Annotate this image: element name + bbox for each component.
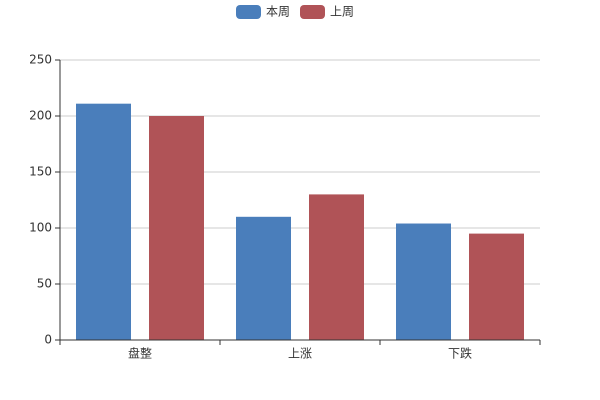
x-tick-label: 下跌 <box>448 346 472 361</box>
legend-label: 上周 <box>330 5 354 19</box>
bar <box>396 223 451 340</box>
bar <box>149 116 204 340</box>
legend-label: 本周 <box>266 5 290 19</box>
x-tick-label: 盘整 <box>128 346 152 361</box>
bar <box>76 103 131 341</box>
legend-swatch <box>236 5 261 19</box>
y-tick-label: 250 <box>29 53 52 67</box>
y-tick-label: 50 <box>37 277 52 291</box>
bar <box>309 194 364 340</box>
y-tick-label: 200 <box>29 109 52 123</box>
y-tick-label: 0 <box>44 333 52 347</box>
bar <box>236 216 291 340</box>
legend-swatch <box>300 5 325 19</box>
y-tick-label: 150 <box>29 165 52 179</box>
x-tick-label: 上涨 <box>288 346 312 361</box>
y-tick-label: 100 <box>29 221 52 235</box>
bar <box>469 233 524 340</box>
